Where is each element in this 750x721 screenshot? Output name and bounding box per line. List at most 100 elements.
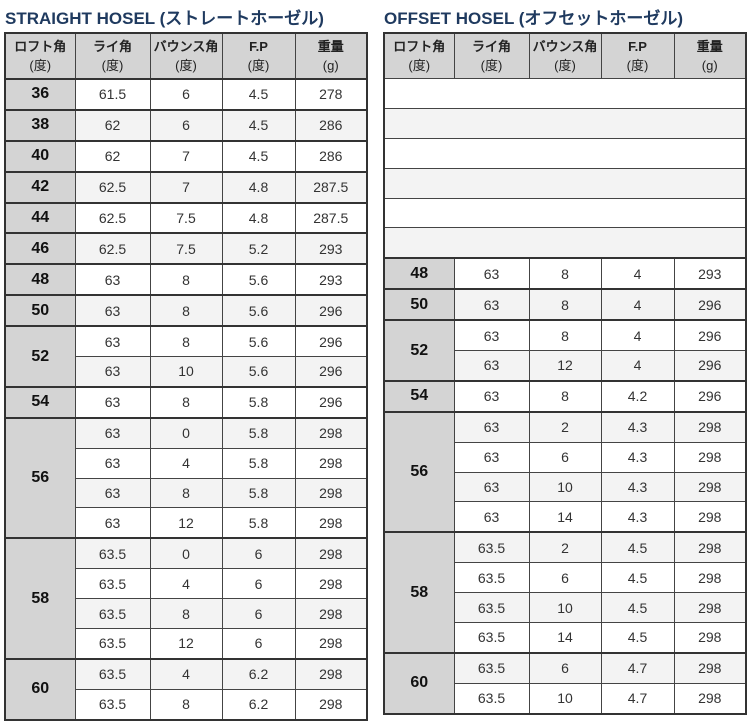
lie-cell: 63 xyxy=(74,356,151,388)
header-bounce: バウンス角 (度) xyxy=(528,32,602,79)
blank-cell xyxy=(383,137,747,169)
weight-cell: 298 xyxy=(673,592,747,624)
blank-row xyxy=(383,107,747,139)
bounce-cell: 10 xyxy=(528,471,602,503)
lie-cell: 63.5 xyxy=(74,598,151,630)
bounce-cell: 0 xyxy=(149,416,223,449)
lie-cell: 63 xyxy=(74,477,151,509)
blank-cell xyxy=(383,107,747,139)
table-row: 63 8 5.8 298 xyxy=(5,477,368,509)
bounce-cell: 6 xyxy=(528,441,602,473)
table-row: 50 63 8 4 296 xyxy=(383,288,747,321)
fp-cell: 4.3 xyxy=(600,441,675,473)
bounce-cell: 8 xyxy=(149,385,223,419)
fp-cell: 4.8 xyxy=(221,201,296,234)
loft-cell: 38 xyxy=(4,108,76,142)
weight-cell: 286 xyxy=(294,108,368,142)
bounce-cell: 8 xyxy=(528,319,602,352)
blank-row xyxy=(383,197,747,229)
header-fp: F.P (度) xyxy=(600,32,675,79)
bounce-cell: 8 xyxy=(149,598,223,630)
weight-cell: 298 xyxy=(294,416,368,449)
bounce-cell: 8 xyxy=(528,379,602,413)
bounce-cell: 12 xyxy=(149,628,223,660)
loft-cell: 52 xyxy=(383,319,455,382)
lie-cell: 63 xyxy=(74,385,151,419)
fp-cell: 4 xyxy=(600,350,675,382)
header-label: バウンス角 xyxy=(532,39,598,54)
header-label: ライ角 xyxy=(471,39,511,54)
offset-hosel-title: OFFSET HOSEL (オフセットホーゼル) xyxy=(384,9,684,28)
bounce-cell: 7.5 xyxy=(149,232,223,265)
lie-cell: 63 xyxy=(453,379,530,413)
table-row: 56 63 0 5.8 298 xyxy=(4,416,368,539)
lie-cell: 63.5 xyxy=(453,562,530,594)
lie-cell: 61.5 xyxy=(74,78,151,111)
loft-cell: 52 xyxy=(4,325,76,388)
bounce-cell: 8 xyxy=(149,477,223,509)
weight-cell: 298 xyxy=(294,537,368,570)
weight-cell: 298 xyxy=(673,501,747,533)
loft-cell: 50 xyxy=(383,288,455,321)
header-unit: (度) xyxy=(626,58,649,73)
fp-cell: 5.6 xyxy=(221,263,296,296)
loft-cell: 36 xyxy=(4,78,76,111)
table-row: 44 62.5 7.5 4.8 287.5 xyxy=(4,201,368,234)
lie-cell: 63 xyxy=(453,319,530,352)
header-label: ライ角 xyxy=(92,39,132,54)
weight-cell: 296 xyxy=(673,319,747,352)
weight-cell: 296 xyxy=(673,379,747,413)
table-row: 63.5 10 4.5 298 xyxy=(384,592,747,624)
header-loft: ロフト角 (度) xyxy=(4,32,76,80)
weight-cell: 298 xyxy=(294,568,368,600)
header-label: F.P xyxy=(628,39,647,54)
fp-cell: 5.8 xyxy=(221,447,296,479)
bounce-cell: 10 xyxy=(528,682,602,715)
loft-cell: 58 xyxy=(4,537,76,660)
bounce-cell: 4 xyxy=(149,447,223,479)
header-unit: (度) xyxy=(408,58,431,73)
bounce-cell: 2 xyxy=(528,531,602,564)
lie-cell: 63 xyxy=(453,501,530,533)
bounce-cell: 4 xyxy=(149,657,223,690)
lie-cell: 62.5 xyxy=(74,170,151,204)
bounce-cell: 6 xyxy=(528,651,602,684)
lie-cell: 63 xyxy=(74,325,151,358)
bounce-cell: 14 xyxy=(528,501,602,533)
table-row: 63.5 4 6 298 xyxy=(5,568,368,600)
bounce-cell: 8 xyxy=(149,263,223,296)
weight-cell: 296 xyxy=(294,385,368,419)
weight-cell: 298 xyxy=(673,562,747,594)
table-row: 50 63 8 5.6 296 xyxy=(4,294,368,327)
fp-cell: 5.8 xyxy=(221,385,296,419)
header-weight: 重量 (g) xyxy=(294,32,368,80)
table-row: 63 4 5.8 298 xyxy=(5,447,368,479)
lie-cell: 63.5 xyxy=(74,688,151,721)
weight-cell: 298 xyxy=(294,657,368,690)
weight-cell: 298 xyxy=(673,410,747,443)
blank-cell xyxy=(383,78,747,109)
bounce-cell: 8 xyxy=(528,288,602,321)
lie-cell: 62 xyxy=(74,108,151,142)
fp-cell: 6.2 xyxy=(221,657,296,690)
weight-cell: 298 xyxy=(294,598,368,630)
table-row: 46 62.5 7.5 5.2 293 xyxy=(4,232,368,265)
table-row: 40 62 7 4.5 286 xyxy=(4,139,368,173)
fp-cell: 4.7 xyxy=(600,651,675,684)
weight-cell: 286 xyxy=(294,139,368,173)
bounce-cell: 7 xyxy=(149,170,223,204)
lie-cell: 63 xyxy=(74,447,151,479)
loft-cell: 46 xyxy=(4,232,76,265)
lie-cell: 63 xyxy=(453,288,530,321)
table-row: 63 10 5.6 296 xyxy=(5,356,368,388)
weight-cell: 287.5 xyxy=(294,201,368,234)
lie-cell: 63 xyxy=(453,257,530,290)
lie-cell: 63.5 xyxy=(453,682,530,715)
fp-cell: 5.8 xyxy=(221,477,296,509)
fp-cell: 4 xyxy=(600,288,675,321)
lie-cell: 63.5 xyxy=(453,651,530,684)
table-row: 63 10 4.3 298 xyxy=(384,471,747,503)
bounce-cell: 6 xyxy=(149,78,223,111)
weight-cell: 296 xyxy=(294,294,368,327)
header-lie: ライ角 (度) xyxy=(74,32,151,80)
